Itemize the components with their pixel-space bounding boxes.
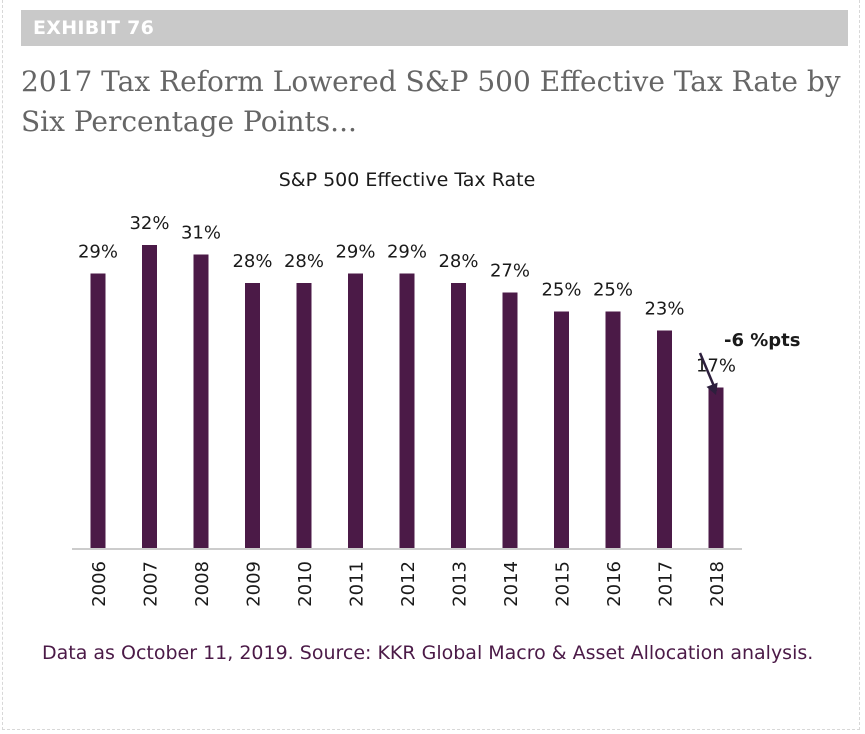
data-label-2012: 29%	[387, 242, 427, 263]
x-tick-label-2014: 2014	[501, 561, 522, 607]
bar-2011	[348, 273, 363, 549]
bar-2013	[451, 283, 466, 549]
x-tick-label-2011: 2011	[347, 561, 368, 607]
x-tick-label-2007: 2007	[141, 561, 162, 607]
bar-2006	[90, 273, 106, 549]
bar-2009	[245, 283, 260, 549]
data-labels-layer: 29% 32% 31% 28% 28% 29% 29% 28% 27% 25% 25% 23% 17%	[78, 213, 736, 377]
chart-headline: 2017 Tax Reform Lowered S&P 500 Effectiv…	[21, 65, 841, 138]
data-label-2008: 31%	[181, 223, 221, 244]
data-label-2006: 29%	[78, 242, 118, 263]
bar-2012	[399, 273, 415, 549]
annotation-label: -6 %pts	[724, 330, 801, 351]
x-tick-label-2010: 2010	[295, 561, 316, 607]
x-tick-label-2008: 2008	[192, 561, 213, 607]
data-label-2018: 17%	[696, 356, 736, 377]
annotation-arrowhead	[706, 382, 718, 395]
data-label-2013: 28%	[438, 251, 478, 272]
bar-chart: S&P 500 Effective Tax Rate 29%32% 31%28% 2…	[72, 169, 801, 607]
annotation-layer: -6 %pts	[698, 330, 801, 395]
exhibit-header-bar: EXHIBIT 76	[21, 10, 848, 46]
bar-2010	[296, 283, 312, 549]
x-tick-label-2013: 2013	[450, 561, 471, 607]
bar-2007	[142, 245, 157, 549]
bar-2014	[502, 292, 518, 549]
x-tick-label-2012: 2012	[398, 561, 419, 607]
x-tick-label-2017: 2017	[656, 561, 677, 607]
data-label-2009: 28%	[232, 251, 272, 272]
data-label-2011: 29%	[335, 242, 375, 263]
bars-layer	[90, 245, 724, 549]
source-footnote: Data as October 11, 2019. Source: KKR Gl…	[42, 642, 814, 664]
x-tick-labels-layer: 2006 2007 2008 2009 2010 2011 2012 2013 2014 2015…	[89, 561, 728, 607]
bar-2017	[657, 330, 672, 549]
x-tick-label-2018: 2018	[707, 561, 728, 607]
bar-2018	[708, 387, 724, 549]
data-label-2016: 25%	[593, 280, 633, 301]
data-label-2015: 25%	[541, 280, 581, 301]
x-tick-label-2016: 2016	[604, 561, 625, 607]
data-label-2017: 23%	[644, 299, 684, 320]
data-label-2007: 32%	[129, 213, 169, 234]
x-tick-label-2015: 2015	[553, 561, 574, 607]
x-tick-label-2006: 2006	[89, 561, 110, 607]
data-label-2010: 28%	[284, 251, 324, 272]
chart-title: S&P 500 Effective Tax Rate	[279, 169, 536, 191]
bar-2008	[193, 254, 209, 549]
bar-2016	[605, 311, 621, 549]
bar-2015	[554, 311, 569, 549]
exhibit-label: EXHIBIT 76	[33, 17, 155, 39]
x-tick-label-2009: 2009	[244, 561, 265, 607]
data-label-2014: 27%	[490, 261, 530, 282]
